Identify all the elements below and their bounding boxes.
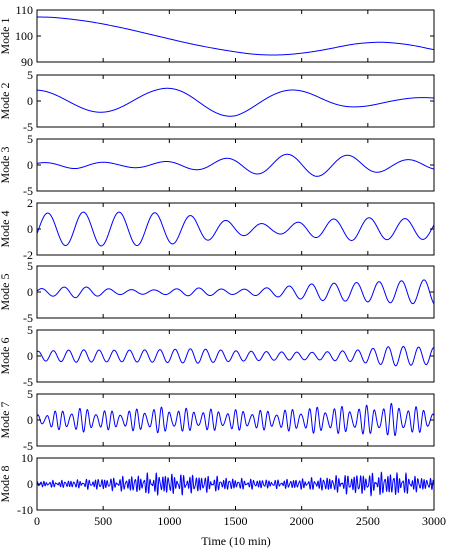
y-tick-label: 5: [27, 323, 33, 337]
y-tick-label: -5: [23, 184, 33, 198]
mode-5-axes-frame: [36, 265, 435, 319]
mode-panel-4: -2 0 2 Mode 4: [0, 196, 435, 262]
mode-1-y-axis-label: Mode 1: [0, 18, 12, 55]
x-tick-label: 3000: [422, 514, 446, 528]
y-tick-label: 5: [27, 132, 33, 146]
x-tick-label: 1500: [224, 514, 248, 528]
y-tick-label: 10: [21, 451, 33, 465]
y-tick-label: 0: [27, 477, 33, 491]
mode-5-y-axis-label: Mode 5: [0, 274, 12, 311]
y-tick-label: -5: [23, 439, 33, 453]
mode-7-series-line: [36, 402, 435, 437]
mode-5-series-line: [36, 279, 435, 305]
y-tick-label: 110: [15, 3, 33, 17]
mode-2-series-line: [36, 87, 435, 117]
x-axis-label: Time (10 min): [201, 534, 271, 548]
y-tick-label: 5: [27, 68, 33, 82]
y-tick-label: 0: [27, 349, 33, 363]
mode-7-axes-frame: [36, 393, 435, 447]
y-tick-label: 5: [27, 259, 33, 273]
y-tick-label: -5: [23, 375, 33, 389]
mode-4-y-axis-label: Mode 4: [0, 211, 12, 248]
x-tick-label: 0: [34, 514, 40, 528]
mode-panel-3: -5 0 5 Mode 3: [0, 132, 435, 198]
y-tick-label: 90: [21, 55, 33, 69]
y-tick-label: 0: [27, 222, 33, 236]
mode-8-series-line: [36, 471, 435, 497]
mode-7-y-axis-label: Mode 7: [0, 402, 12, 439]
mode-2-y-axis-label: Mode 2: [0, 83, 12, 120]
mode-6-y-axis-label: Mode 6: [0, 338, 12, 375]
mode-3-y-axis-label: Mode 3: [0, 147, 12, 184]
mode-panel-2: -5 0 5 Mode 2: [0, 68, 435, 134]
y-tick-label: 0: [27, 158, 33, 172]
y-tick-label: 2: [27, 196, 33, 210]
y-tick-label: 100: [15, 29, 33, 43]
mode-4-series-line: [36, 211, 435, 247]
y-tick-label: -2: [23, 248, 33, 262]
y-tick-label: -5: [23, 311, 33, 325]
x-tick-label: 1000: [157, 514, 181, 528]
mode-1-series-line: [36, 16, 435, 56]
y-tick-label: 0: [27, 285, 33, 299]
x-tick-label: 2500: [356, 514, 380, 528]
mode-panel-6: -5 0 5 Mode 6: [0, 323, 435, 389]
mode-6-series-line: [36, 345, 435, 367]
y-tick-label: -10: [17, 503, 33, 517]
mode-3-axes-frame: [36, 138, 435, 192]
mode-3-series-line: [36, 153, 435, 177]
mode-8-y-axis-label: Mode 8: [0, 466, 12, 503]
x-tick-label: 500: [94, 514, 112, 528]
mode-2-axes-frame: [36, 74, 435, 128]
mode-panel-7: -5 0 5 Mode 7: [0, 387, 435, 453]
y-tick-label: 0: [27, 413, 33, 427]
y-tick-label: 5: [27, 387, 33, 401]
mode-6-axes-frame: [36, 329, 435, 383]
mode-panel-5: -5 0 5 Mode 5: [0, 259, 435, 325]
x-tick-label: 2000: [290, 514, 314, 528]
mode-1-axes-frame: [36, 9, 435, 63]
y-tick-label: 0: [27, 94, 33, 108]
y-tick-label: -5: [23, 120, 33, 134]
